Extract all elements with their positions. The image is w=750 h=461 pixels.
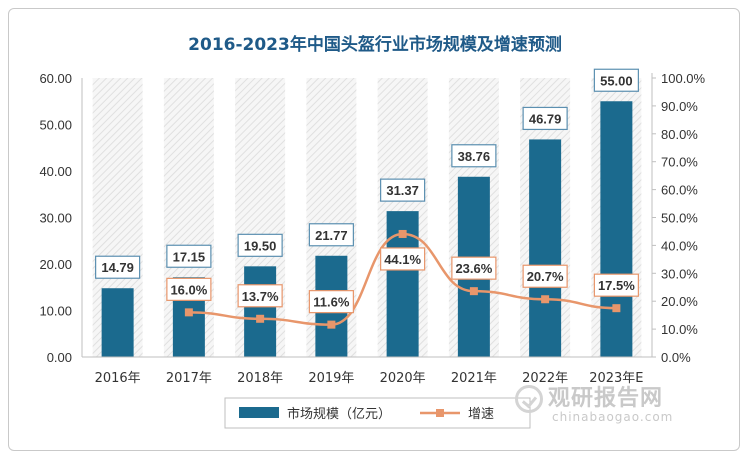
bar-value-label-box <box>237 233 283 257</box>
bar-value-label: 21.77 <box>315 228 348 243</box>
bar-value-label: 19.50 <box>244 238 277 253</box>
y-left-tick-label: 50.00 <box>39 118 72 133</box>
bar-value-label: 31.37 <box>386 183 419 198</box>
bar-value-label-box <box>593 68 639 92</box>
x-tick-label: 2016年 <box>95 371 141 386</box>
y-left-tick-label: 40.00 <box>39 164 72 179</box>
growth-value-label-box <box>451 256 497 280</box>
bar <box>244 266 277 357</box>
y-right-tick-label: 60.0% <box>661 183 698 198</box>
bar-value-label-box <box>451 144 497 168</box>
y-left-tick-label: 30.00 <box>39 211 72 226</box>
y-left-tick-label: 20.00 <box>39 257 72 272</box>
bar-value-label: 46.79 <box>529 111 562 126</box>
y-left-tick-label: 0.00 <box>47 350 72 365</box>
bar-value-label-box <box>95 255 141 279</box>
watermark-url: chinabaogao.com <box>552 410 674 424</box>
growth-value-label: 16.0% <box>170 282 207 297</box>
y-right-tick-label: 80.0% <box>661 127 698 142</box>
legend-line-label: 增速 <box>468 407 494 422</box>
x-tick-label: 2017年 <box>166 371 212 386</box>
growth-value-label: 44.1% <box>384 252 421 267</box>
y-right-tick-label: 90.0% <box>661 99 698 114</box>
y-left-tick-label: 60.00 <box>39 71 72 86</box>
growth-value-label: 20.7% <box>527 269 564 284</box>
growth-value-label-box <box>593 273 639 297</box>
y-left-tick-label: 10.00 <box>39 304 72 319</box>
growth-marker <box>184 308 193 317</box>
legend-bar-swatch <box>239 407 279 418</box>
legend-bar-label: 市场规模（亿元） <box>287 406 391 422</box>
y-right-tick-label: 50.0% <box>661 211 698 226</box>
growth-marker <box>398 229 407 238</box>
growth-marker <box>541 295 550 304</box>
bar-value-label-box <box>380 178 426 202</box>
growth-marker <box>469 287 478 296</box>
bar-value-label: 55.00 <box>600 73 633 88</box>
x-tick-label: 2019年 <box>308 371 354 386</box>
y-right-tick-label: 10.0% <box>661 322 698 337</box>
bar <box>529 139 562 357</box>
y-right-tick-label: 20.0% <box>661 294 698 309</box>
bar-value-label-box <box>308 223 354 247</box>
y-right-tick-label: 40.0% <box>661 238 698 253</box>
growth-value-label-box <box>166 277 212 301</box>
growth-value-label-box <box>308 290 354 314</box>
bar-value-label-box <box>522 106 568 131</box>
bar-value-label-box <box>166 244 212 268</box>
growth-value-label-box <box>237 284 283 308</box>
legend-line-marker <box>436 409 444 417</box>
watermark-logo-icon <box>515 385 543 413</box>
y-right-tick-label: 30.0% <box>661 266 698 281</box>
bar <box>101 288 134 357</box>
x-tick-label: 2023年E <box>589 371 643 386</box>
x-tick-label: 2020年 <box>380 371 426 386</box>
y-right-tick-label: 100.0% <box>661 71 706 86</box>
x-tick-label: 2021年 <box>451 371 497 386</box>
y-right-tick-label: 70.0% <box>661 155 698 170</box>
bar-value-label: 14.79 <box>101 260 134 275</box>
growth-value-label: 13.7% <box>242 289 279 304</box>
x-tick-label: 2022年 <box>522 371 568 386</box>
y-right-tick-label: 0.0% <box>661 350 691 365</box>
growth-marker <box>612 304 621 313</box>
growth-value-label-box <box>522 264 568 288</box>
growth-value-label-box <box>380 247 426 271</box>
growth-value-label: 23.6% <box>455 261 492 276</box>
watermark-logo-text: 观研报告网 <box>548 386 664 411</box>
bar-value-label: 38.76 <box>458 149 491 164</box>
x-tick-label: 2018年 <box>237 371 283 386</box>
growth-value-label: 11.6% <box>313 295 350 310</box>
chart-title: 2016-2023年中国头盔行业市场规模及增速预测 <box>188 35 562 55</box>
growth-marker <box>327 320 336 329</box>
growth-value-label: 17.5% <box>598 278 635 293</box>
bar-value-label: 17.15 <box>173 249 206 264</box>
bar <box>600 101 633 357</box>
growth-marker <box>256 314 265 323</box>
